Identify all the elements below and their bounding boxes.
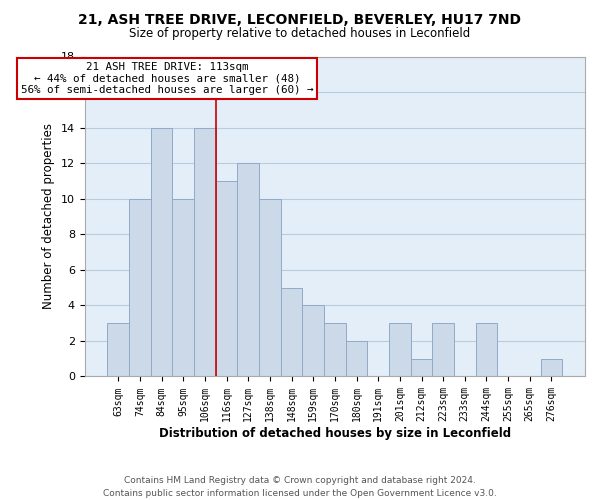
Text: 21 ASH TREE DRIVE: 113sqm
← 44% of detached houses are smaller (48)
56% of semi-: 21 ASH TREE DRIVE: 113sqm ← 44% of detac… — [21, 62, 313, 95]
Bar — [216, 181, 238, 376]
Bar — [433, 323, 454, 376]
Text: Contains HM Land Registry data © Crown copyright and database right 2024.
Contai: Contains HM Land Registry data © Crown c… — [103, 476, 497, 498]
Bar — [410, 358, 433, 376]
Y-axis label: Number of detached properties: Number of detached properties — [43, 124, 55, 310]
Bar — [107, 323, 129, 376]
Text: Size of property relative to detached houses in Leconfield: Size of property relative to detached ho… — [130, 28, 470, 40]
Bar — [346, 341, 367, 376]
Bar — [151, 128, 172, 376]
Bar — [324, 323, 346, 376]
Bar — [194, 128, 216, 376]
Bar — [238, 163, 259, 376]
Bar — [389, 323, 410, 376]
Bar — [541, 358, 562, 376]
Bar — [281, 288, 302, 376]
Bar — [172, 198, 194, 376]
Bar — [302, 306, 324, 376]
X-axis label: Distribution of detached houses by size in Leconfield: Distribution of detached houses by size … — [159, 427, 511, 440]
Bar — [259, 198, 281, 376]
Bar — [129, 198, 151, 376]
Bar — [476, 323, 497, 376]
Text: 21, ASH TREE DRIVE, LECONFIELD, BEVERLEY, HU17 7ND: 21, ASH TREE DRIVE, LECONFIELD, BEVERLEY… — [79, 12, 521, 26]
